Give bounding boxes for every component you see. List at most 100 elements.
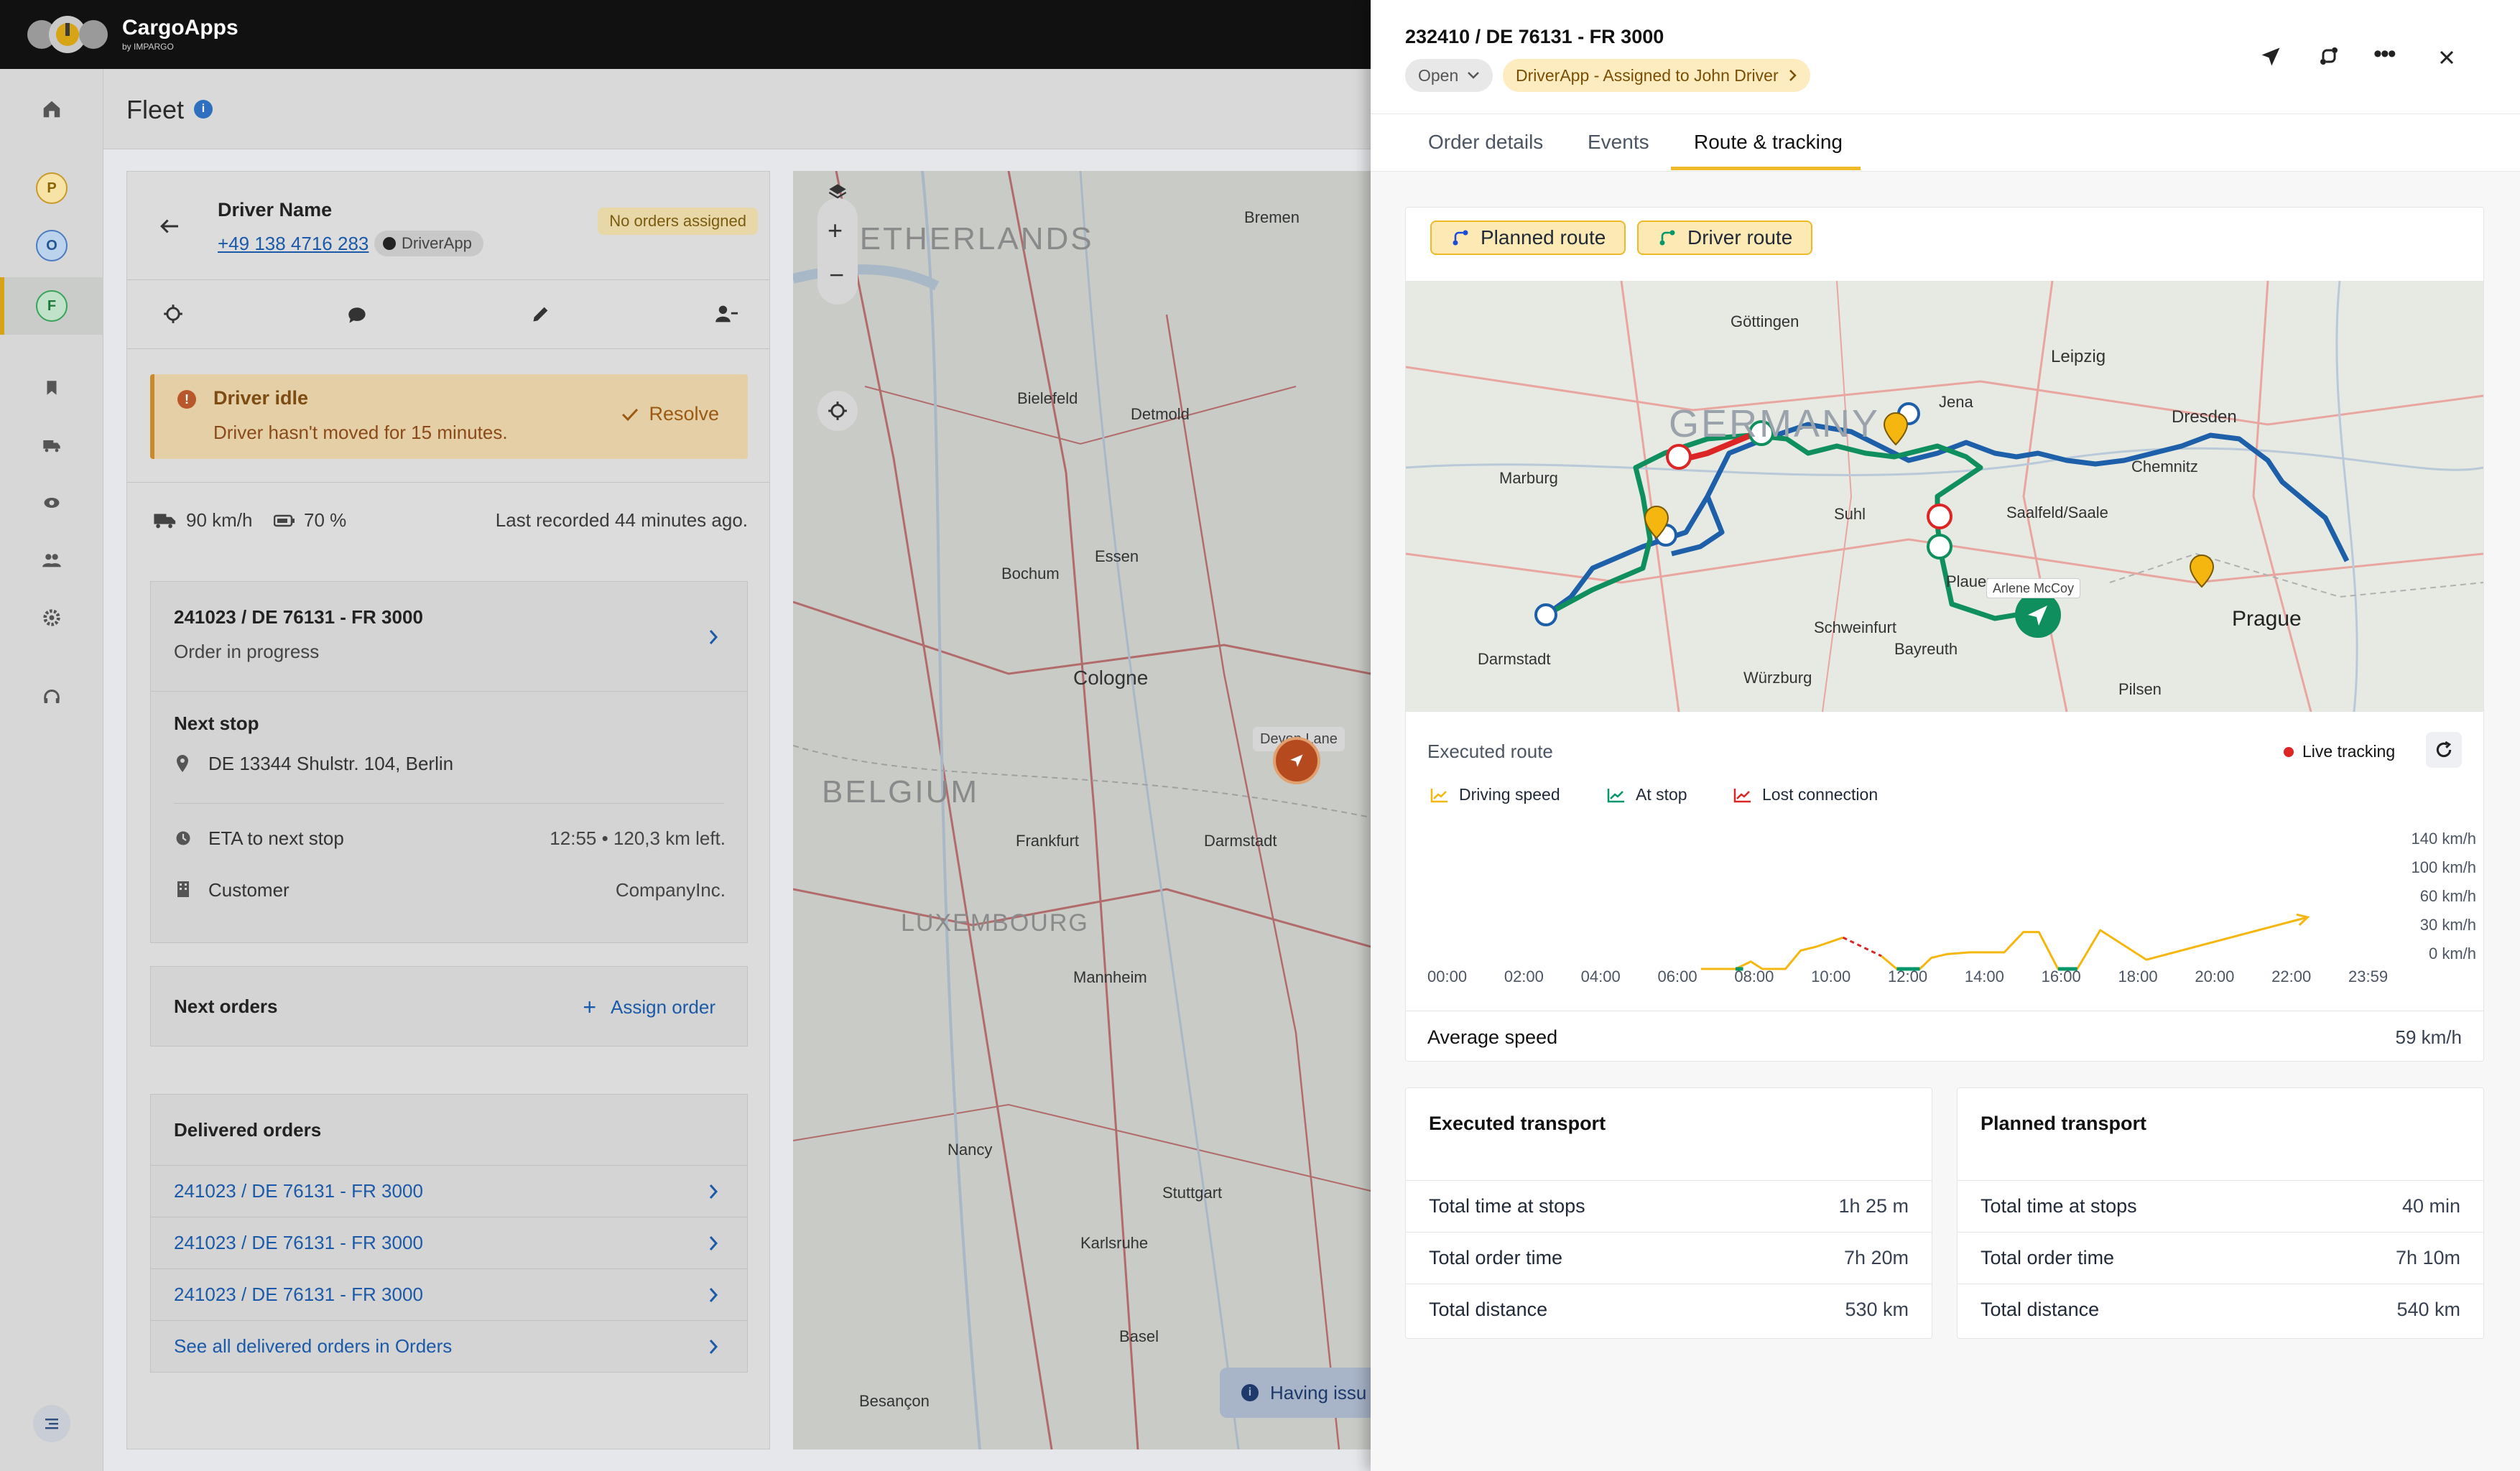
y-tick-label: 140 km/h bbox=[2412, 830, 2477, 848]
zoom-out-button[interactable]: − bbox=[829, 260, 845, 289]
driver-idle-alert: ! Driver idle Driver hasn't moved for 15… bbox=[150, 374, 748, 459]
team-icon[interactable] bbox=[33, 542, 70, 579]
map-city-label: Nancy bbox=[948, 1141, 993, 1159]
delivered-order-row[interactable]: 241023 / DE 76131 - FR 3000 bbox=[151, 1217, 747, 1268]
map-city-label: Marburg bbox=[1499, 469, 1558, 487]
workspace-avatar-o[interactable]: O bbox=[36, 230, 68, 261]
issue-notice[interactable]: i Having issu bbox=[1220, 1368, 1371, 1418]
see-all-delivered-link[interactable]: See all delivered orders in Orders bbox=[174, 1335, 453, 1357]
chevron-right-icon[interactable] bbox=[708, 629, 718, 645]
assign-order-button[interactable]: + Assign order bbox=[583, 994, 715, 1021]
tab-route-tracking[interactable]: Route & tracking bbox=[1694, 131, 1843, 153]
layers-icon[interactable] bbox=[828, 182, 848, 203]
plus-icon: + bbox=[583, 994, 597, 1020]
map-city-label: Suhl bbox=[1834, 505, 1866, 523]
route-map-canvas bbox=[1406, 281, 2483, 712]
issue-notice-label: Having issu bbox=[1270, 1381, 1367, 1403]
chevron-right-icon bbox=[709, 1184, 718, 1199]
map-city-label: Leipzig bbox=[2051, 347, 2106, 366]
map-city-label: Bochum bbox=[1001, 565, 1060, 583]
bookmark-icon[interactable] bbox=[33, 369, 70, 407]
map-city-label: Würzburg bbox=[1743, 669, 1812, 687]
table-row: Total order time 7h 10m bbox=[1958, 1232, 2483, 1284]
map-country-label: LUXEMBOURG bbox=[901, 909, 1089, 937]
delivered-orders-card: Delivered orders 241023 / DE 76131 - FR … bbox=[150, 1094, 748, 1373]
current-order-id[interactable]: 241023 / DE 76131 - FR 3000 bbox=[174, 606, 423, 628]
eta-label: ETA to next stop bbox=[208, 827, 344, 849]
resolve-button[interactable]: Resolve bbox=[621, 403, 719, 425]
row-label: Total order time bbox=[1981, 1247, 2115, 1268]
more-icon[interactable]: ••• bbox=[2373, 40, 2396, 68]
x-tick-label: 14:00 bbox=[1965, 967, 2004, 983]
driver-phone-link[interactable]: +49 138 4716 283 bbox=[218, 233, 369, 254]
map-city-label: Göttingen bbox=[1731, 312, 1799, 330]
collapse-icon[interactable] bbox=[33, 1405, 70, 1442]
next-orders-card: Next orders + Assign order bbox=[150, 966, 748, 1047]
workspace-avatar-f[interactable]: F bbox=[36, 290, 68, 322]
live-tracking-label: Live tracking bbox=[2302, 742, 2396, 761]
locate-icon[interactable] bbox=[163, 304, 183, 324]
truck-icon[interactable] bbox=[33, 427, 70, 464]
order-status-dropdown[interactable]: Open bbox=[1405, 59, 1493, 92]
planned-transport-title: Planned transport bbox=[1981, 1113, 2147, 1134]
see-all-delivered-row[interactable]: See all delivered orders in Orders bbox=[151, 1320, 747, 1372]
workspace-avatar-p[interactable]: P bbox=[36, 172, 68, 204]
settings-icon[interactable] bbox=[33, 599, 70, 636]
delivered-order-row[interactable]: 241023 / DE 76131 - FR 3000 bbox=[151, 1268, 747, 1320]
map-city-label: Prague bbox=[2232, 607, 2302, 631]
back-arrow-icon[interactable] bbox=[159, 218, 180, 235]
cargoapps-logo bbox=[27, 16, 108, 53]
remove-user-icon[interactable] bbox=[715, 304, 738, 324]
row-label: Total distance bbox=[1981, 1299, 2100, 1320]
y-tick-label: 60 km/h bbox=[2420, 887, 2476, 905]
driverapp-logo-icon bbox=[383, 237, 396, 250]
row-label: Total order time bbox=[1429, 1247, 1563, 1268]
order-status-label: Open bbox=[1418, 65, 1459, 85]
edit-icon[interactable] bbox=[531, 304, 551, 324]
chat-icon[interactable] bbox=[347, 305, 367, 324]
refresh-button[interactable] bbox=[2426, 732, 2462, 768]
divider bbox=[127, 279, 769, 280]
zoom-in-button[interactable]: + bbox=[828, 215, 843, 245]
delivered-order-link[interactable]: 241023 / DE 76131 - FR 3000 bbox=[174, 1180, 423, 1202]
send-icon[interactable] bbox=[2260, 46, 2282, 68]
driver-map-label: Arlene McCoy bbox=[1986, 578, 2081, 598]
brand-name: CargoApps bbox=[122, 16, 238, 40]
delivered-order-link[interactable]: 241023 / DE 76131 - FR 3000 bbox=[174, 1284, 423, 1305]
table-row: Total order time 7h 20m bbox=[1406, 1232, 1932, 1284]
y-tick-label: 30 km/h bbox=[2420, 916, 2476, 934]
map-city-label: Besançon bbox=[859, 1392, 930, 1410]
delivered-order-link[interactable]: 241023 / DE 76131 - FR 3000 bbox=[174, 1232, 423, 1253]
planned-route-button[interactable]: Planned route bbox=[1430, 221, 1626, 255]
assignment-badge[interactable]: DriverApp - Assigned to John Driver bbox=[1503, 59, 1810, 92]
chart-line-icon bbox=[1607, 788, 1624, 802]
driver-route-button[interactable]: Driver route bbox=[1637, 221, 1813, 255]
x-tick-label: 02:00 bbox=[1504, 967, 1544, 983]
route-icon bbox=[1453, 230, 1468, 246]
row-value: 40 min bbox=[2401, 1195, 2460, 1217]
y-tick-label: 100 km/h bbox=[2412, 858, 2477, 876]
home-icon[interactable] bbox=[33, 91, 70, 128]
table-row: Total time at stops 1h 25 m bbox=[1406, 1180, 1932, 1232]
divider bbox=[151, 691, 747, 692]
map-city-label: Dresden bbox=[2172, 407, 2237, 427]
recenter-button[interactable] bbox=[817, 391, 858, 431]
tab-order-details[interactable]: Order details bbox=[1428, 131, 1544, 153]
route-icon[interactable] bbox=[2317, 45, 2340, 68]
check-icon bbox=[622, 408, 639, 421]
x-tick-label: 20:00 bbox=[2195, 967, 2234, 983]
clock-icon bbox=[176, 831, 190, 845]
tab-events[interactable]: Events bbox=[1588, 131, 1649, 153]
assignment-label: DriverApp - Assigned to John Driver bbox=[1516, 65, 1779, 85]
delivered-order-row[interactable]: 241023 / DE 76131 - FR 3000 bbox=[151, 1165, 747, 1217]
row-value: 540 km bbox=[2396, 1299, 2460, 1320]
fleet-header bbox=[103, 69, 1371, 149]
close-icon[interactable] bbox=[2438, 49, 2455, 66]
support-icon[interactable] bbox=[33, 679, 70, 717]
map-city-label: Darmstadt bbox=[1204, 832, 1277, 850]
info-icon[interactable]: i bbox=[194, 100, 213, 119]
tracking-icon[interactable] bbox=[33, 484, 70, 521]
chevron-right-icon bbox=[709, 1236, 718, 1250]
route-map[interactable]: GERMANY Prague Göttingen Leipzig Dresden… bbox=[1406, 281, 2483, 712]
fleet-map[interactable]: NETHERLANDS BELGIUM LUXEMBOURG Cologne B… bbox=[793, 171, 1371, 1449]
